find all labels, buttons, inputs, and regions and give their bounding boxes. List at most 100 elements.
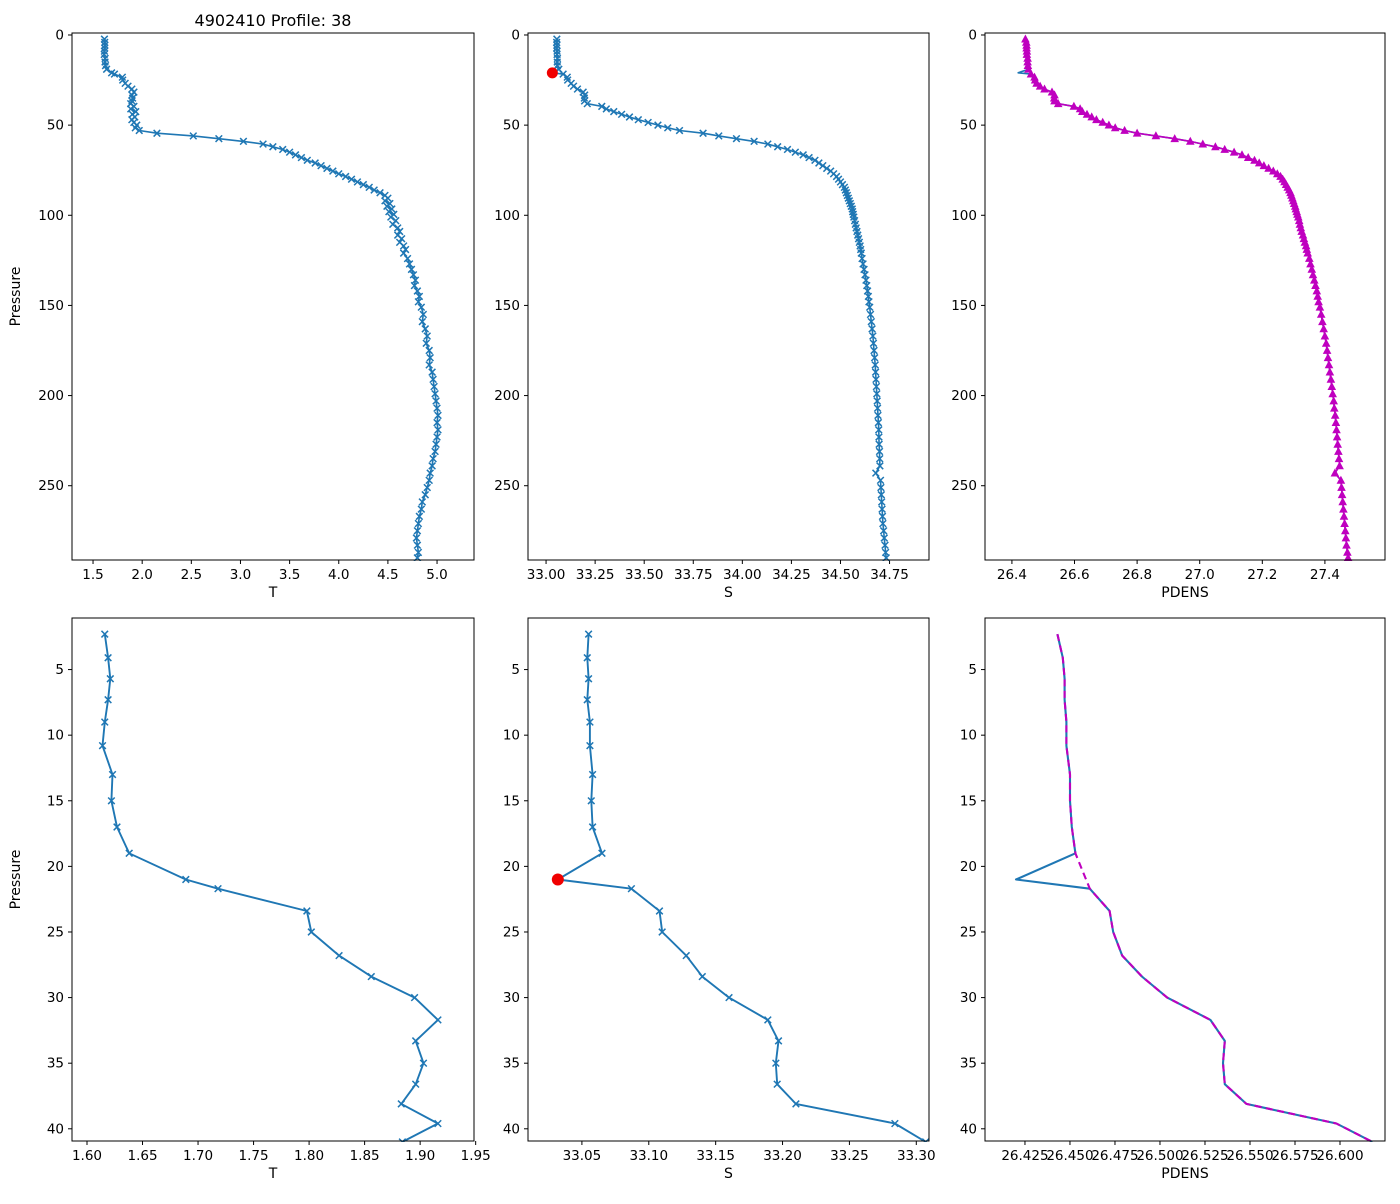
y-axis-label: Pressure — [8, 267, 24, 327]
x-tick-label: 33.30 — [897, 1148, 936, 1164]
series-adjusted-profile — [1056, 633, 1373, 1142]
y-tick-label: 35 — [960, 1056, 977, 1072]
y-tick-label: 5 — [55, 662, 64, 678]
x-tick-label: 26.600 — [1316, 1148, 1363, 1164]
y-tick-label: 150 — [38, 298, 64, 314]
y-tick-label: 250 — [494, 478, 520, 494]
subplot-pdens-full: 26.4 26.6 26.8 27.0 27.2 27.4 0 50 100 150 200 250 P… — [951, 27, 1386, 601]
y-tick-label: 150 — [951, 298, 977, 314]
x-tick-label: 1.60 — [72, 1148, 102, 1164]
x-tick-label: 26.550 — [1226, 1148, 1273, 1164]
y-tick-label: 0 — [511, 27, 520, 43]
y-tick-label: 30 — [47, 990, 64, 1006]
x-tick-label: 34.75 — [870, 567, 909, 583]
x-tick-label: 26.8 — [1122, 567, 1152, 583]
y-tick-label: 25 — [503, 924, 520, 940]
axes-frame — [984, 32, 1386, 561]
y-tick-label: 40 — [47, 1121, 64, 1137]
y-tick-label: 250 — [38, 478, 64, 494]
subplot-s-zoom: 33.05 33.10 33.15 33.20 33.25 33.30 5 10 15 20 25 3… — [503, 617, 936, 1182]
series-raw-profile-x-markers — [548, 35, 891, 561]
figure-title: 4902410 Profile: 38 — [195, 11, 352, 30]
x-tick-label: 5.0 — [426, 567, 447, 583]
x-axis-label: PDENS — [1161, 1166, 1209, 1182]
x-tick-label: 1.75 — [239, 1148, 269, 1164]
y-tick-label: 30 — [503, 990, 520, 1006]
x-tick-label: 27.0 — [1185, 567, 1215, 583]
series-raw-profile-x-markers — [100, 35, 442, 561]
x-tick-label: 33.00 — [527, 567, 566, 583]
x-tick-label: 33.25 — [576, 567, 615, 583]
y-tick-label: 250 — [951, 478, 977, 494]
y-tick-label: 25 — [960, 924, 977, 940]
axes-frame — [71, 32, 475, 561]
x-tick-label: 1.5 — [82, 567, 103, 583]
x-tick-label: 2.0 — [131, 567, 152, 583]
y-tick-label: 50 — [47, 118, 64, 134]
y-tick-label: 50 — [960, 118, 977, 134]
x-axis-label: T — [268, 585, 278, 601]
x-tick-label: 26.525 — [1181, 1148, 1228, 1164]
x-tick-label: 1.85 — [350, 1148, 380, 1164]
axes-frame — [527, 617, 930, 1142]
x-axis-label: PDENS — [1161, 585, 1209, 601]
x-tick-label: 26.575 — [1271, 1148, 1318, 1164]
subplot-s-full: 33.00 33.25 33.50 33.75 34.00 34.25 34.50 34.75… — [494, 27, 930, 601]
x-tick-label: 26.4 — [997, 567, 1027, 583]
flagged-point-marker — [546, 67, 558, 79]
y-tick-label: 25 — [47, 924, 64, 940]
y-tick-label: 200 — [494, 388, 520, 404]
y-tick-label: 10 — [960, 728, 977, 744]
y-tick-label: 30 — [960, 990, 977, 1006]
x-tick-label: 27.2 — [1247, 567, 1277, 583]
x-tick-label: 26.500 — [1136, 1148, 1183, 1164]
axes-frame — [527, 32, 930, 561]
x-tick-label: 26.450 — [1046, 1148, 1093, 1164]
x-axis-label: T — [268, 1166, 278, 1182]
x-axis-label: S — [724, 1166, 733, 1182]
x-tick-label: 1.70 — [183, 1148, 213, 1164]
x-tick-label: 2.5 — [181, 567, 202, 583]
axes-frame — [71, 617, 475, 1142]
x-tick-label: 27.4 — [1310, 567, 1340, 583]
y-tick-label: 15 — [960, 793, 977, 809]
subplot-pdens-zoom: 26.42526.45026.47526.50026.52526.55026.5… — [960, 617, 1386, 1182]
y-tick-label: 5 — [511, 662, 520, 678]
x-tick-label: 1.65 — [127, 1148, 157, 1164]
x-tick-label: 33.25 — [830, 1148, 869, 1164]
subplot-t-full: 1.5 2.0 2.5 3.0 3.5 4.0 4.5 5.0 0 50 100 150 200 250 T… — [8, 11, 475, 601]
x-tick-label: 26.475 — [1091, 1148, 1138, 1164]
y-tick-label: 20 — [503, 859, 520, 875]
y-tick-label: 100 — [494, 208, 520, 224]
x-tick-label: 26.6 — [1059, 567, 1089, 583]
axes-frame — [984, 617, 1386, 1142]
x-tick-label: 34.00 — [723, 567, 762, 583]
y-tick-label: 200 — [38, 388, 64, 404]
y-tick-label: 35 — [503, 1056, 520, 1072]
x-tick-label: 3.0 — [230, 567, 251, 583]
y-axis-label: Pressure — [8, 850, 24, 910]
x-tick-label: 34.50 — [821, 567, 860, 583]
y-tick-label: 15 — [47, 793, 64, 809]
x-tick-label: 33.10 — [629, 1148, 668, 1164]
y-tick-label: 150 — [494, 298, 520, 314]
x-tick-label: 33.05 — [563, 1148, 602, 1164]
series-raw-profile-x-markers — [553, 630, 930, 1142]
x-tick-label: 33.20 — [763, 1148, 802, 1164]
series-raw-profile — [556, 634, 927, 1142]
y-tick-label: 20 — [960, 859, 977, 875]
y-tick-label: 100 — [951, 208, 977, 224]
x-tick-label: 33.50 — [625, 567, 664, 583]
y-tick-label: 5 — [968, 662, 977, 678]
x-tick-label: 34.25 — [772, 567, 811, 583]
x-tick-label: 1.90 — [405, 1148, 435, 1164]
y-tick-label: 200 — [951, 388, 977, 404]
y-tick-label: 50 — [503, 118, 520, 134]
y-tick-label: 0 — [55, 27, 64, 43]
x-tick-label: 1.80 — [294, 1148, 324, 1164]
y-tick-label: 15 — [503, 793, 520, 809]
x-tick-label: 26.425 — [1001, 1148, 1048, 1164]
